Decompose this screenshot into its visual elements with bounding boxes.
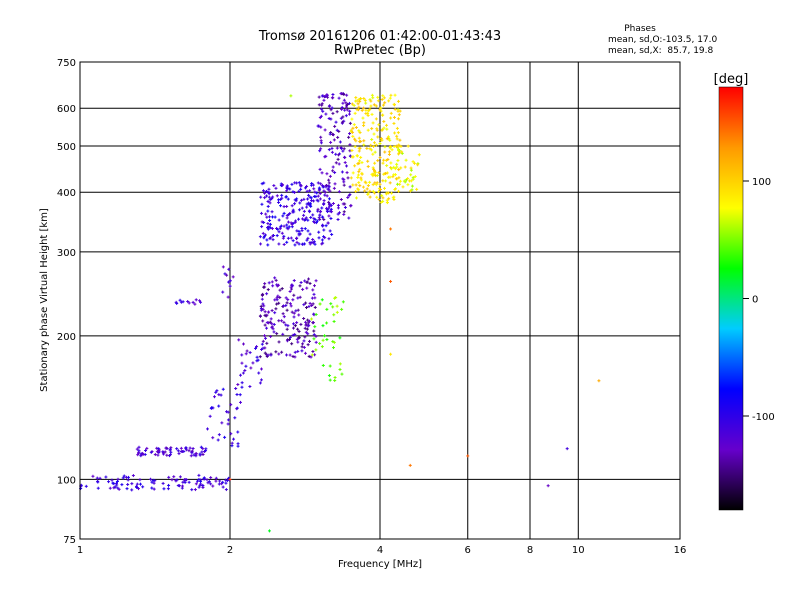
y-tick-label: 600 xyxy=(57,104,76,115)
x-axis-label: Frequency [MHz] xyxy=(338,559,422,570)
x-axis-ticks: 1 2 4 6 8 10 16 xyxy=(77,545,687,556)
y-tick-label: 750 xyxy=(57,58,76,69)
phases-title: Phases xyxy=(624,24,656,34)
colorbar xyxy=(718,86,744,511)
x-tick-label: 4 xyxy=(377,545,383,556)
y-tick-label: 300 xyxy=(57,248,76,259)
x-tick-label: 16 xyxy=(674,545,687,556)
y-axis-label: Stationary phase Virtual Height [km] xyxy=(39,208,50,392)
phases-o-stats: mean, sd,O:-103.5, 17.0 xyxy=(608,35,718,45)
chart-subtitle: RwPretec (Bp) xyxy=(334,43,426,58)
grid-lines xyxy=(80,62,680,539)
colorbar-tick-label: 100 xyxy=(752,177,771,188)
x-tick-label: 8 xyxy=(527,545,533,556)
chart-title: Tromsø 20161206 01:42:00-01:43:43 xyxy=(258,29,501,44)
y-tick-label: 400 xyxy=(57,188,76,199)
y-tick-label: 75 xyxy=(63,535,76,546)
colorbar-tick-label: -100 xyxy=(752,412,775,423)
y-tick-label: 200 xyxy=(57,332,76,343)
colorbar-label: [deg] xyxy=(714,72,749,87)
plot-frame xyxy=(79,61,681,540)
x-tick-label: 10 xyxy=(572,545,585,556)
colorbar-ticks: 100 0 -100 xyxy=(743,177,775,423)
y-tick-label: 100 xyxy=(57,475,76,486)
y-axis-ticks: 75 100 200 300 400 500 600 750 xyxy=(57,58,76,546)
x-tick-label: 6 xyxy=(465,545,471,556)
phases-x-stats: mean, sd,X: 85.7, 19.8 xyxy=(608,46,714,56)
x-tick-label: 1 xyxy=(77,545,83,556)
data-points xyxy=(79,92,601,533)
colorbar-tick-label: 0 xyxy=(752,295,758,306)
y-tick-label: 500 xyxy=(57,142,76,153)
x-tick-label: 2 xyxy=(227,545,233,556)
